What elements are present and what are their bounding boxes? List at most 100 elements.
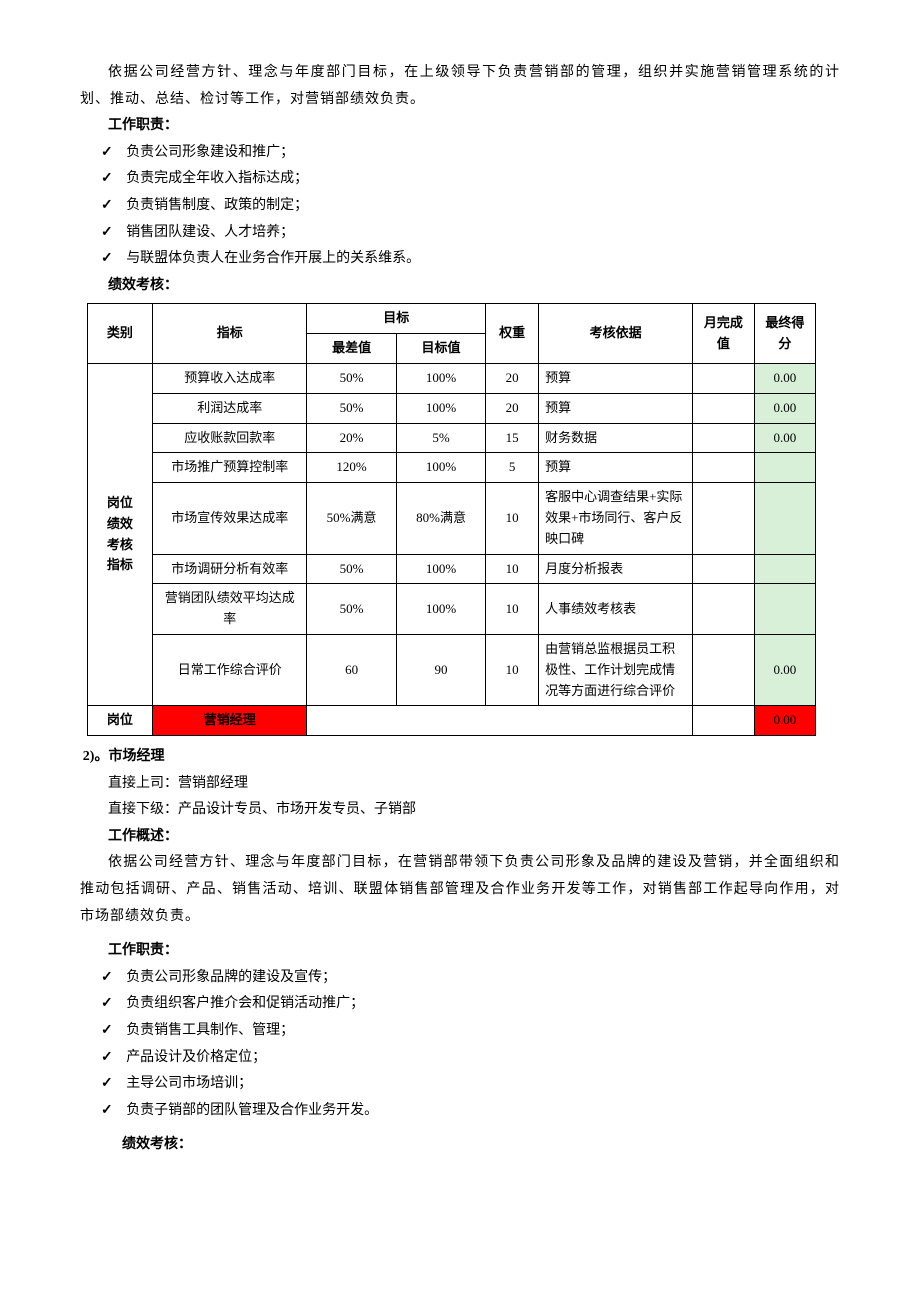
list-item: 主导公司市场培训； bbox=[101, 1071, 840, 1098]
table-cell: 90 bbox=[396, 634, 485, 705]
table-cell: 预算收入达成率 bbox=[153, 363, 307, 393]
category-cell: 岗位绩效考核指标 bbox=[87, 363, 153, 705]
list-item: 负责公司形象品牌的建设及宣传； bbox=[101, 965, 840, 992]
section2-title: 市场经理 bbox=[108, 749, 164, 764]
table-cell: 日常工作综合评价 bbox=[153, 634, 307, 705]
table-row: 日常工作综合评价609010由营销总监根据员工积极性、工作计划完成情况等方面进行… bbox=[87, 634, 816, 705]
responsibilities-list: 负责公司形象建设和推广；负责完成全年收入指标达成；负责销售制度、政策的制定；销售… bbox=[101, 140, 840, 273]
table-cell: 财务数据 bbox=[539, 423, 693, 453]
table-cell: 10 bbox=[486, 483, 539, 554]
table-row: 岗位绩效考核指标预算收入达成率50%100%20预算0.00 bbox=[87, 363, 816, 393]
list-item: 负责子销部的团队管理及合作业务开发。 bbox=[101, 1098, 840, 1125]
list-item: 负责组织客户推介会和促销活动推广； bbox=[101, 991, 840, 1018]
table-cell: 预算 bbox=[539, 453, 693, 483]
table-cell: 利润达成率 bbox=[153, 393, 307, 423]
table-cell: 100% bbox=[396, 453, 485, 483]
table-cell: 预算 bbox=[539, 393, 693, 423]
table-cell: 10 bbox=[486, 554, 539, 584]
table-cell: 5% bbox=[396, 423, 485, 453]
table-cell bbox=[754, 554, 815, 584]
table-cell: 100% bbox=[396, 363, 485, 393]
table-cell: 10 bbox=[486, 584, 539, 635]
table-row: 营销团队绩效平均达成率50%100%10人事绩效考核表 bbox=[87, 584, 816, 635]
footer-month bbox=[693, 706, 754, 736]
th-category: 类别 bbox=[87, 304, 153, 364]
table-cell bbox=[693, 483, 754, 554]
th-weight: 权重 bbox=[486, 304, 539, 364]
table-cell: 20 bbox=[486, 363, 539, 393]
table-cell: 市场推广预算控制率 bbox=[153, 453, 307, 483]
table-cell: 由营销总监根据员工积极性、工作计划完成情况等方面进行综合评价 bbox=[539, 634, 693, 705]
table-cell: 预算 bbox=[539, 363, 693, 393]
list-item: 负责销售工具制作、管理； bbox=[101, 1018, 840, 1045]
supervisor-value: 营销部经理 bbox=[178, 776, 248, 791]
table-cell: 应收账款回款率 bbox=[153, 423, 307, 453]
footer-empty bbox=[307, 706, 693, 736]
table-cell bbox=[693, 363, 754, 393]
overview-title: 工作概述： bbox=[108, 824, 840, 851]
table-cell: 120% bbox=[307, 453, 396, 483]
table-cell: 0.00 bbox=[754, 634, 815, 705]
table-cell: 0.00 bbox=[754, 393, 815, 423]
table-cell: 20 bbox=[486, 393, 539, 423]
table-cell bbox=[693, 634, 754, 705]
table-cell: 市场宣传效果达成率 bbox=[153, 483, 307, 554]
table-cell bbox=[693, 393, 754, 423]
table-cell: 100% bbox=[396, 393, 485, 423]
subordinate-value: 产品设计专员、市场开发专员、子销部 bbox=[178, 802, 416, 817]
list-item: 与联盟体负责人在业务合作开展上的关系维系。 bbox=[101, 246, 840, 273]
list-item: 负责销售制度、政策的制定； bbox=[101, 193, 840, 220]
post-label-cell: 岗位 bbox=[87, 706, 153, 736]
table-cell: 50% bbox=[307, 554, 396, 584]
responsibilities2-title: 工作职责： bbox=[108, 938, 840, 965]
table-row: 市场宣传效果达成率50%满意80%满意10客服中心调查结果+实际效果+市场同行、… bbox=[87, 483, 816, 554]
list-item: 负责完成全年收入指标达成； bbox=[101, 166, 840, 193]
table-cell: 营销团队绩效平均达成率 bbox=[153, 584, 307, 635]
table-cell: 人事绩效考核表 bbox=[539, 584, 693, 635]
th-worst: 最差值 bbox=[307, 334, 396, 364]
table-cell: 0.00 bbox=[754, 363, 815, 393]
table-cell: 0.00 bbox=[754, 423, 815, 453]
table-row: 市场推广预算控制率120%100%5预算 bbox=[87, 453, 816, 483]
table-cell: 50% bbox=[307, 363, 396, 393]
table-cell: 50%满意 bbox=[307, 483, 396, 554]
post-value-cell: 营销经理 bbox=[153, 706, 307, 736]
table-cell: 100% bbox=[396, 554, 485, 584]
table-cell bbox=[693, 453, 754, 483]
table-cell: 100% bbox=[396, 584, 485, 635]
table-cell: 20% bbox=[307, 423, 396, 453]
list-item: 产品设计及价格定位； bbox=[101, 1045, 840, 1072]
th-target-val: 目标值 bbox=[396, 334, 485, 364]
kpi-table: 类别 指标 目标 权重 考核依据 月完成值 最终得分 最差值 目标值 岗位绩效考… bbox=[87, 303, 817, 736]
table-cell bbox=[693, 423, 754, 453]
table-cell: 10 bbox=[486, 634, 539, 705]
overview-paragraph: 依据公司经营方针、理念与年度部门目标，在营销部带领下负责公司形象及品牌的建设及营… bbox=[80, 850, 840, 930]
table-cell: 客服中心调查结果+实际效果+市场同行、客户反映口碑 bbox=[539, 483, 693, 554]
table-cell: 月度分析报表 bbox=[539, 554, 693, 584]
section2-num: 2)。 bbox=[83, 749, 109, 764]
th-basis: 考核依据 bbox=[539, 304, 693, 364]
table-cell: 15 bbox=[486, 423, 539, 453]
kpi2-title: 绩效考核： bbox=[122, 1132, 840, 1159]
table-footer-row: 岗位营销经理 0.00 bbox=[87, 706, 816, 736]
table-row: 应收账款回款率20%5%15财务数据 0.00 bbox=[87, 423, 816, 453]
table-cell bbox=[693, 584, 754, 635]
table-cell bbox=[754, 453, 815, 483]
responsibilities-title: 工作职责： bbox=[108, 113, 840, 140]
section2-heading: 2)。市场经理 bbox=[80, 744, 840, 771]
footer-score: 0.00 bbox=[754, 706, 815, 736]
th-score: 最终得分 bbox=[754, 304, 815, 364]
table-cell: 60 bbox=[307, 634, 396, 705]
th-target: 目标 bbox=[307, 304, 486, 334]
table-row: 利润达成率50%100%20预算0.00 bbox=[87, 393, 816, 423]
table-cell: 5 bbox=[486, 453, 539, 483]
th-month: 月完成值 bbox=[693, 304, 754, 364]
list-item: 负责公司形象建设和推广； bbox=[101, 140, 840, 167]
table-cell: 50% bbox=[307, 584, 396, 635]
table-row: 市场调研分析有效率50%100%10月度分析报表 bbox=[87, 554, 816, 584]
list-item: 销售团队建设、人才培养； bbox=[101, 220, 840, 247]
table-cell bbox=[754, 483, 815, 554]
supervisor-label: 直接上司： bbox=[108, 776, 178, 791]
table-cell: 80%满意 bbox=[396, 483, 485, 554]
table-cell bbox=[693, 554, 754, 584]
